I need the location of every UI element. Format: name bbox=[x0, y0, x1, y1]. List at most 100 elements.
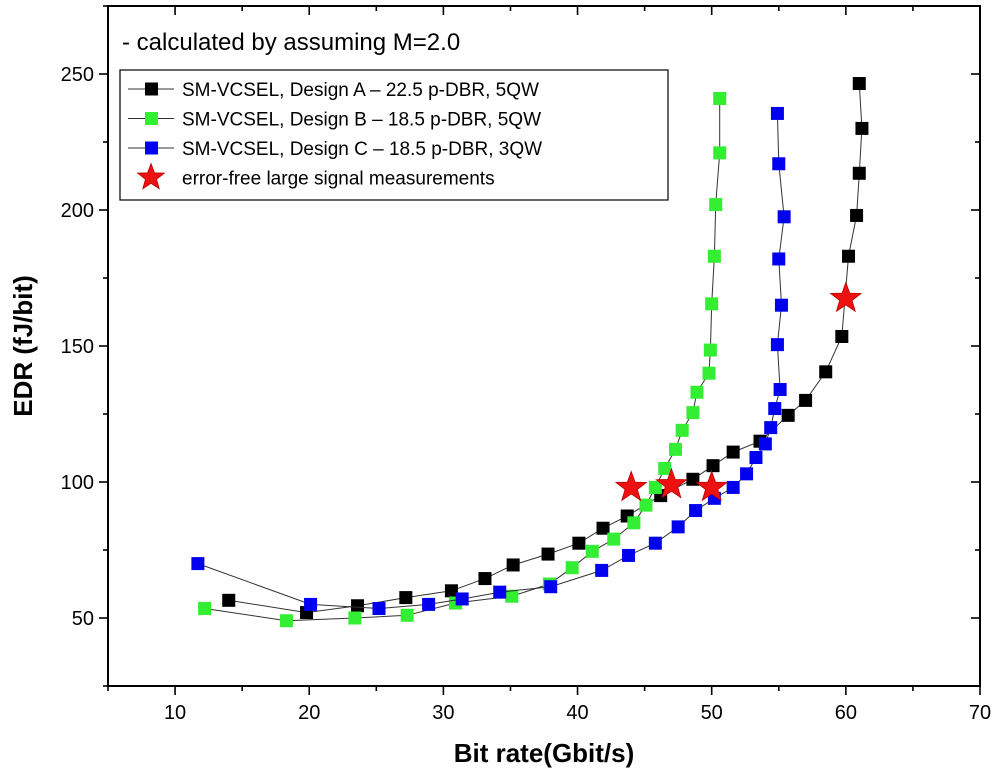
square-marker bbox=[572, 536, 586, 550]
square-marker bbox=[191, 557, 205, 571]
square-marker bbox=[702, 366, 716, 380]
square-marker bbox=[400, 608, 414, 622]
y-axis-title: EDR (fJ/bit) bbox=[8, 275, 38, 417]
axis-layer: 10 20 30 40 50 60 70 50 100 150 200 250 bbox=[61, 5, 991, 724]
square-marker bbox=[668, 442, 682, 456]
series-3 bbox=[614, 281, 863, 502]
square-marker bbox=[595, 563, 609, 577]
x-tick-label: 40 bbox=[566, 702, 588, 724]
square-marker bbox=[622, 548, 636, 562]
square-marker bbox=[705, 297, 719, 311]
square-marker bbox=[770, 338, 784, 352]
series-2 bbox=[191, 106, 791, 615]
square-marker bbox=[422, 597, 436, 611]
square-marker bbox=[675, 423, 689, 437]
square-marker bbox=[774, 298, 788, 312]
star-marker bbox=[829, 281, 863, 313]
square-marker bbox=[222, 593, 236, 607]
legend-entries: SM-VCSEL, Design A – 22.5 p-DBR, 5QW SM-V… bbox=[128, 80, 542, 190]
square-marker bbox=[703, 343, 717, 357]
legend-label: SM-VCSEL, Design C – 18.5 p-DBR, 3QW bbox=[182, 139, 542, 160]
square-marker bbox=[372, 601, 386, 615]
square-marker bbox=[772, 157, 786, 171]
square-marker bbox=[639, 498, 653, 512]
square-marker bbox=[648, 480, 662, 494]
square-marker bbox=[686, 406, 700, 420]
square-marker bbox=[686, 472, 700, 486]
square-marker bbox=[781, 408, 795, 422]
legend-item-0: SM-VCSEL, Design A – 22.5 p-DBR, 5QW bbox=[128, 80, 539, 101]
chart-annotation: - calculated by assuming M=2.0 bbox=[122, 29, 460, 56]
square-marker bbox=[726, 445, 740, 459]
square-marker bbox=[768, 402, 782, 416]
square-marker bbox=[772, 252, 786, 266]
square-marker bbox=[506, 558, 520, 572]
square-marker bbox=[777, 210, 791, 224]
legend-label: SM-VCSEL, Design B – 18.5 p-DBR, 5QW bbox=[182, 110, 541, 131]
square-marker bbox=[852, 77, 866, 91]
x-tick-label: 10 bbox=[164, 702, 186, 724]
square-marker bbox=[565, 561, 579, 575]
square-marker bbox=[348, 611, 362, 625]
square-marker bbox=[855, 121, 869, 135]
square-marker bbox=[505, 589, 519, 603]
legend-item-1: SM-VCSEL, Design B – 18.5 p-DBR, 5QW bbox=[128, 110, 541, 131]
square-marker bbox=[455, 592, 469, 606]
square-marker bbox=[707, 249, 721, 263]
square-marker bbox=[850, 208, 864, 222]
square-marker bbox=[671, 520, 685, 534]
square-marker bbox=[478, 572, 492, 586]
square-marker bbox=[758, 437, 772, 451]
square-marker bbox=[541, 547, 555, 561]
square-marker bbox=[740, 467, 754, 481]
square-marker bbox=[351, 599, 365, 613]
square-marker bbox=[709, 198, 723, 212]
x-tick-label: 50 bbox=[701, 702, 723, 724]
y-tick-label: 100 bbox=[61, 472, 94, 494]
square-marker bbox=[444, 584, 458, 598]
square-marker bbox=[607, 532, 621, 546]
square-marker bbox=[749, 451, 763, 465]
x-tick-label: 60 bbox=[835, 702, 857, 724]
square-marker bbox=[585, 544, 599, 558]
legend-label: error-free large signal measurements bbox=[182, 169, 495, 190]
square-marker bbox=[658, 461, 672, 475]
square-marker bbox=[689, 504, 703, 518]
square-marker bbox=[713, 91, 727, 105]
x-tick-label: 30 bbox=[432, 702, 454, 724]
square-marker bbox=[399, 591, 413, 605]
square-marker bbox=[773, 383, 787, 397]
square-marker bbox=[304, 597, 318, 611]
x-axis-title: Bit rate(Gbit/s) bbox=[454, 738, 635, 768]
square-marker bbox=[706, 459, 720, 473]
series-0 bbox=[222, 77, 869, 620]
square-marker bbox=[770, 106, 784, 120]
square-marker bbox=[852, 166, 866, 180]
square-marker bbox=[648, 536, 662, 550]
square-marker bbox=[799, 393, 813, 407]
square-marker bbox=[544, 580, 558, 594]
y-tick-label: 50 bbox=[72, 608, 94, 630]
square-marker bbox=[764, 421, 778, 435]
legend-square-marker bbox=[145, 141, 158, 155]
square-marker bbox=[279, 614, 293, 628]
series-1 bbox=[198, 91, 727, 628]
square-marker bbox=[726, 480, 740, 494]
star-marker bbox=[655, 467, 688, 499]
legend-label: SM-VCSEL, Design A – 22.5 p-DBR, 5QW bbox=[182, 80, 539, 101]
square-marker bbox=[835, 329, 849, 343]
star-marker bbox=[695, 470, 729, 502]
square-marker bbox=[627, 516, 641, 530]
legend-star-marker bbox=[136, 162, 166, 190]
legend-box bbox=[119, 69, 669, 201]
square-marker bbox=[198, 601, 212, 615]
legend-item-3: error-free large signal measurements bbox=[136, 162, 495, 190]
x-tick-label: 20 bbox=[298, 702, 320, 724]
legend: SM-VCSEL, Design A – 22.5 p-DBR, 5QW SM-V… bbox=[119, 69, 669, 201]
y-tick-label: 250 bbox=[61, 64, 94, 86]
y-tick-label: 150 bbox=[61, 336, 94, 358]
square-marker bbox=[819, 365, 833, 379]
y-tick-label: 200 bbox=[61, 200, 94, 222]
square-marker bbox=[596, 521, 610, 535]
